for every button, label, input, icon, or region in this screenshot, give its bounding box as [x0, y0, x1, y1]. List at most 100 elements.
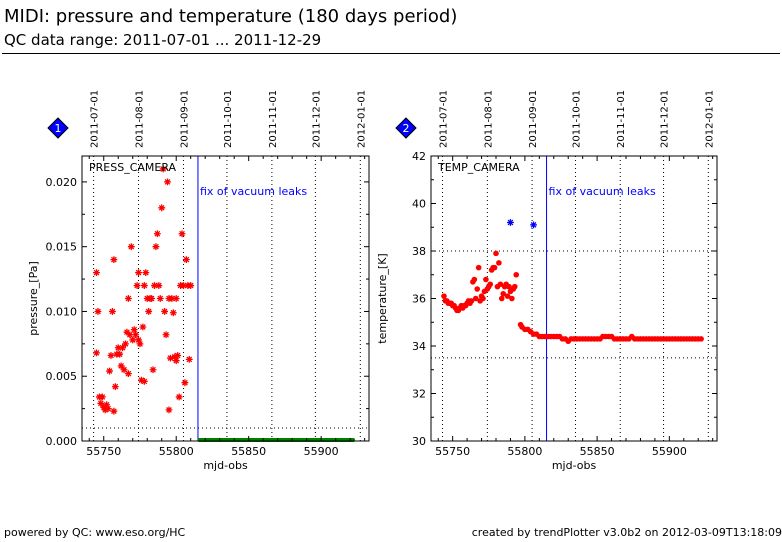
data-point	[138, 376, 145, 384]
data-point	[156, 295, 164, 302]
outlier-point	[507, 219, 514, 226]
date-tick-label: 2011-09-01	[179, 90, 190, 148]
data-point	[122, 340, 129, 348]
data-point	[475, 264, 482, 271]
date-tick-label: 2011-09-01	[528, 90, 539, 148]
panel-badge	[47, 117, 69, 139]
data-point	[116, 350, 124, 358]
panel-badge-number: 2	[403, 122, 410, 135]
footer-created-by: created by trendPlotter v3.0b2 on 2012-0…	[471, 526, 782, 539]
data-point	[132, 331, 140, 339]
data-point	[110, 407, 118, 415]
data-point	[185, 355, 193, 363]
data-point	[487, 281, 494, 288]
data-point	[168, 295, 176, 302]
x-tick-label: 55900	[652, 445, 687, 458]
data-point	[93, 349, 100, 357]
data-point	[172, 295, 180, 302]
y-tick-label: 0.005	[46, 370, 78, 383]
data-point	[111, 383, 119, 390]
y-tick-label: 40	[412, 198, 426, 211]
data-point	[151, 282, 158, 289]
data-point	[149, 366, 157, 374]
data-point	[162, 331, 170, 339]
y-tick-label: 32	[412, 388, 426, 401]
data-point	[513, 271, 520, 278]
panel-badge-number: 1	[55, 122, 62, 135]
data-point	[167, 354, 174, 362]
chart-panel-2: fix of vacuum leaks 55750 55800 55850 55900 3…	[376, 90, 718, 472]
data-point	[123, 328, 131, 336]
y-tick-label: 0.020	[46, 176, 78, 189]
data-point	[155, 282, 163, 289]
page-title: MIDI: pressure and temperature (180 days…	[4, 6, 458, 27]
data-point	[110, 256, 118, 264]
x-tick-label: 55800	[507, 445, 542, 458]
data-point	[124, 370, 132, 378]
data-point	[474, 286, 481, 292]
y-tick-label: 34	[412, 340, 426, 353]
x-tick-label: 55900	[304, 445, 339, 458]
data-point	[491, 264, 498, 271]
date-tick-label: 2011-08-01	[483, 90, 494, 148]
x-tick-label: 55800	[159, 445, 194, 458]
data-point	[500, 290, 507, 297]
data-point	[169, 309, 177, 317]
data-point	[142, 269, 150, 276]
data-point	[178, 230, 186, 238]
data-point	[180, 282, 187, 289]
date-tick-label: 2011-07-01	[439, 90, 450, 148]
x-axis-label: mjd-obs	[552, 459, 597, 472]
data-point	[181, 379, 189, 387]
data-point	[133, 282, 141, 289]
data-point	[511, 283, 518, 290]
x-tick-label: 55850	[231, 445, 266, 458]
data-point	[129, 336, 137, 344]
data-point	[175, 393, 183, 401]
data-point	[497, 281, 504, 288]
x-tick-label: 55850	[580, 445, 615, 458]
data-point	[498, 295, 505, 302]
date-tick-label: 2011-10-01	[571, 90, 582, 148]
data-point	[493, 250, 499, 257]
event-label: fix of vacuum leaks	[549, 185, 656, 198]
data-point	[165, 406, 173, 414]
data-point	[506, 283, 512, 290]
data-point	[140, 282, 148, 289]
data-point	[103, 401, 111, 409]
data-point	[98, 393, 106, 401]
data-point	[509, 295, 515, 302]
y-tick-label: 42	[412, 150, 426, 163]
data-point	[161, 308, 169, 315]
data-point	[504, 293, 511, 299]
plot-frame	[81, 155, 370, 442]
data-point	[135, 336, 142, 344]
y-tick-label: 30	[412, 435, 426, 448]
data-point	[468, 298, 475, 304]
y-tick-label: 0.000	[46, 435, 78, 448]
x-tick-label: 55750	[86, 445, 121, 458]
y-tick-label: 0.015	[46, 241, 78, 254]
data-point	[159, 165, 167, 173]
data-point	[164, 178, 171, 186]
data-point	[136, 340, 144, 348]
date-tick-label: 2011-11-01	[616, 90, 627, 148]
data-point	[107, 352, 115, 359]
header-divider	[2, 53, 780, 54]
date-tick-label: 2011-12-01	[660, 90, 671, 148]
data-point	[172, 357, 180, 365]
date-tick-label: 2011-08-01	[135, 90, 146, 148]
data-point	[148, 295, 155, 302]
data-point	[100, 403, 108, 411]
data-point	[153, 230, 161, 238]
data-point	[135, 269, 142, 276]
date-tick-label: 2011-10-01	[223, 90, 234, 148]
data-point	[441, 293, 447, 299]
x-axis-label: mjd-obs	[203, 459, 248, 472]
y-tick-label: 38	[412, 245, 426, 258]
data-point	[480, 295, 486, 302]
panel-label: PRESS_CAMERA	[89, 161, 177, 174]
chart-panel-1: fix of vacuum leaks 55750 55800 55850 55900 0…	[27, 90, 370, 472]
date-tick-label: 2012-01-01	[356, 90, 367, 148]
